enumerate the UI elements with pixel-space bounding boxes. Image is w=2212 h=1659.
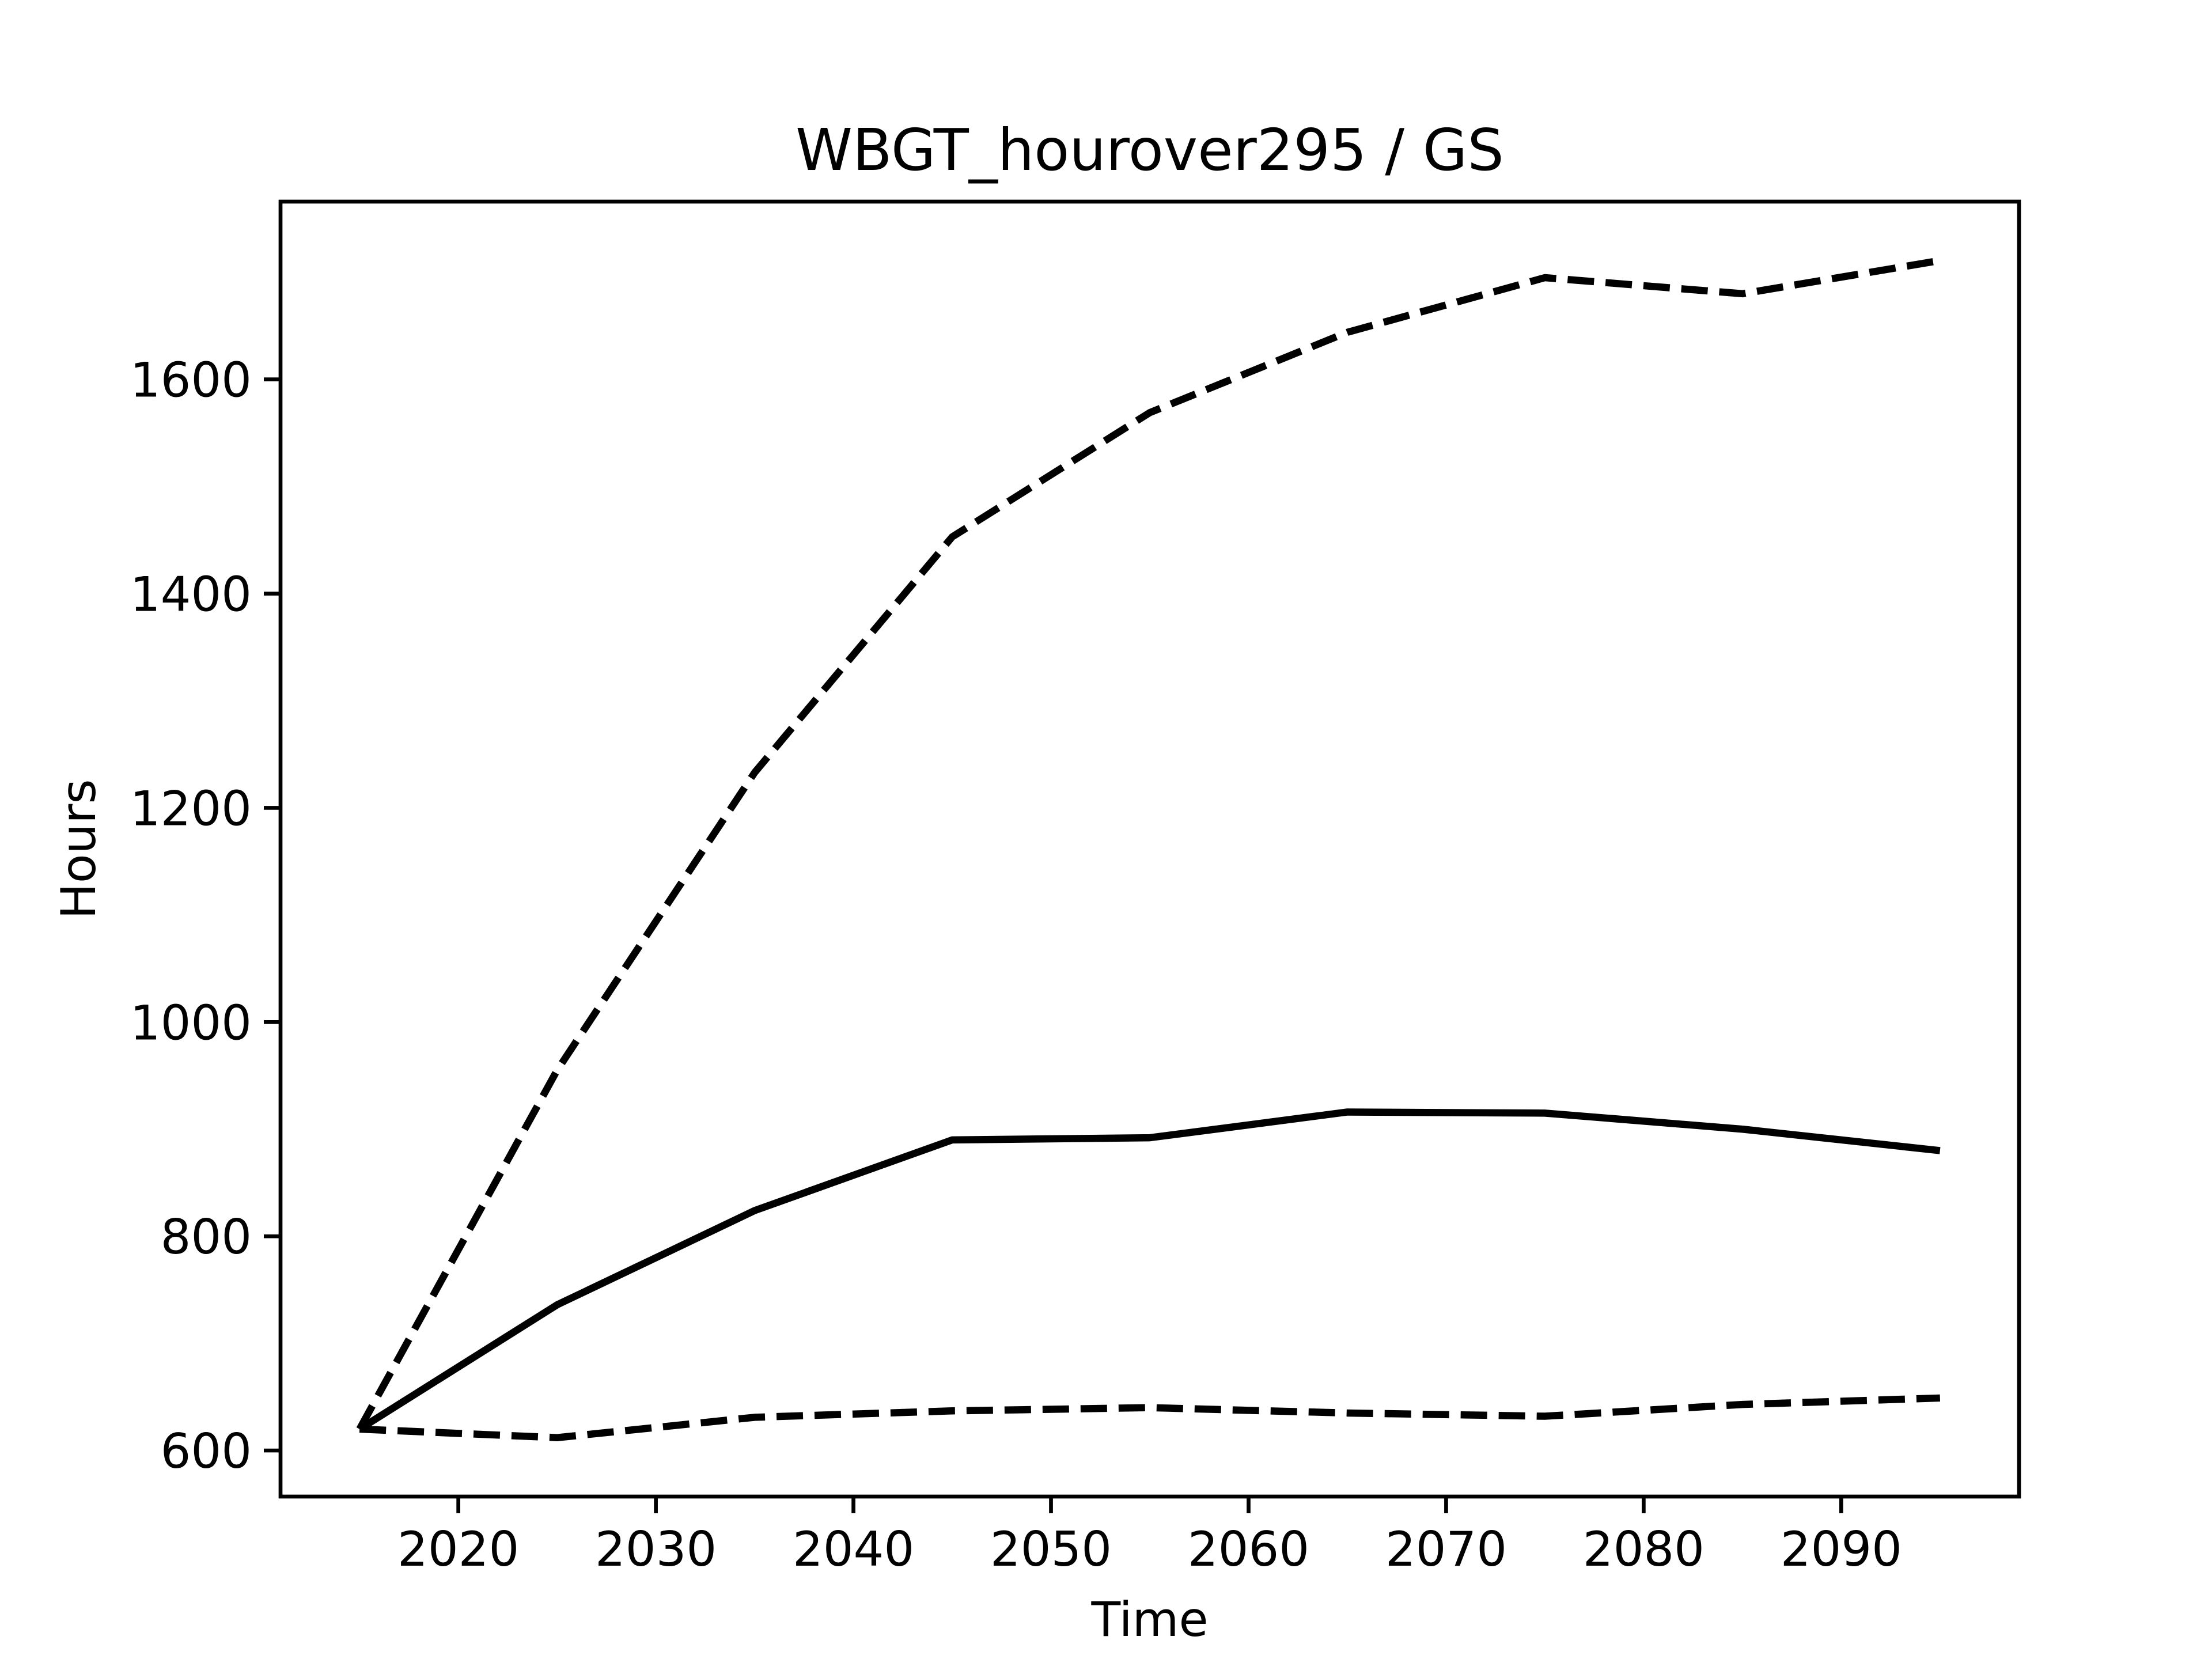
y-tick-label: 1000 (130, 995, 252, 1051)
x-tick-label: 2050 (990, 1521, 1112, 1577)
line-series (357, 1108, 1941, 1433)
x-tick-label: 2040 (793, 1521, 914, 1577)
x-tick-label: 2090 (1781, 1521, 1902, 1577)
y-tick-label: 600 (161, 1423, 252, 1479)
x-tick-label: 2080 (1583, 1521, 1705, 1577)
y-tick-label: 1400 (130, 567, 252, 623)
line-series (356, 257, 1941, 1431)
x-tick-label: 2030 (595, 1521, 717, 1577)
y-tick-label: 800 (161, 1209, 252, 1265)
y-tick-label: 1200 (130, 781, 252, 836)
x-tick-label: 2020 (397, 1521, 519, 1577)
x-tick-label: 2060 (1188, 1521, 1309, 1577)
y-tick-label: 1600 (130, 353, 252, 408)
plot-frame (278, 199, 2021, 1499)
chart-title: WBGT_hourover295 / GS (796, 116, 1504, 184)
y-axis-label: Hours (51, 779, 107, 919)
x-tick-label: 2070 (1385, 1521, 1507, 1577)
line-series (359, 1394, 1941, 1441)
x-axis-label: Time (1090, 1592, 1208, 1647)
